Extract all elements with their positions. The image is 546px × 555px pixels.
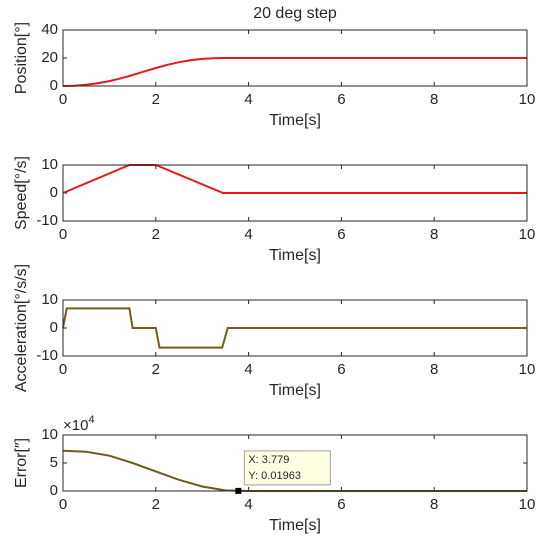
x-tick-label: 10 [519, 226, 536, 243]
y-multiplier: ×104 [63, 414, 95, 434]
data-tip-x: X: 3.779 [248, 454, 289, 466]
x-tick-label: 6 [337, 361, 345, 378]
x-tick-label: 6 [337, 496, 345, 513]
x-tick-label: 4 [244, 91, 252, 108]
x-tick-label: 10 [519, 496, 536, 513]
x-tick-label: 6 [337, 226, 345, 243]
x-tick-label: 4 [244, 496, 252, 513]
data-tip-marker [235, 487, 242, 494]
y-axis-label: Acceleration[°/s/s] [13, 264, 30, 392]
data-tip-y: Y: 0.01963 [248, 470, 301, 482]
y-tick-label: 0 [50, 482, 58, 499]
data-tip-box [243, 450, 331, 486]
y-axis-label: Speed[°/s] [13, 156, 30, 230]
y-tick-label: 0 [50, 319, 58, 336]
x-tick-label: 0 [59, 361, 67, 378]
x-tick-label: 0 [59, 226, 67, 243]
y-tick-label: 40 [41, 21, 58, 38]
y-axis-label: Error[″] [13, 438, 30, 488]
x-tick-label: 6 [337, 91, 345, 108]
x-tick-label: 0 [59, 91, 67, 108]
axes-box [62, 29, 528, 87]
x-axis-label: Time[s] [269, 112, 321, 129]
y-tick-label: 20 [41, 49, 58, 66]
y-tick-label: 0 [50, 77, 58, 94]
x-tick-label: 8 [430, 91, 438, 108]
axes-box [62, 434, 528, 492]
y-tick-label: 0 [50, 184, 58, 201]
x-tick-label: 2 [152, 91, 160, 108]
x-axis-label: Time[s] [269, 382, 321, 399]
x-tick-label: 4 [244, 226, 252, 243]
y-tick-label: 5 [50, 454, 58, 471]
x-axis-label: Time[s] [269, 517, 321, 534]
series-line [62, 307, 527, 349]
x-tick-label: 2 [152, 496, 160, 513]
x-tick-label: 10 [519, 361, 536, 378]
x-tick-label: 4 [244, 361, 252, 378]
axes-box [62, 299, 528, 357]
x-tick-label: 8 [430, 496, 438, 513]
y-axis-label: Position[°] [13, 22, 30, 94]
y-multiplier-base: ×10 [63, 417, 88, 434]
y-tick-label: 10 [41, 291, 58, 308]
chart-title: 20 deg step [253, 5, 337, 22]
y-tick-label: 10 [41, 426, 58, 443]
x-tick-label: 2 [152, 226, 160, 243]
x-tick-label: 2 [152, 361, 160, 378]
series-line [62, 57, 527, 87]
y-tick-label: -10 [36, 347, 58, 364]
x-tick-label: 0 [59, 496, 67, 513]
x-tick-label: 10 [519, 91, 536, 108]
y-multiplier-exponent: 4 [88, 414, 94, 426]
x-axis-label: Time[s] [269, 247, 321, 264]
x-tick-label: 8 [430, 361, 438, 378]
axes-box [62, 164, 528, 222]
y-tick-label: -10 [36, 212, 58, 229]
x-tick-label: 8 [430, 226, 438, 243]
series-line [62, 164, 527, 194]
y-tick-label: 10 [41, 156, 58, 173]
